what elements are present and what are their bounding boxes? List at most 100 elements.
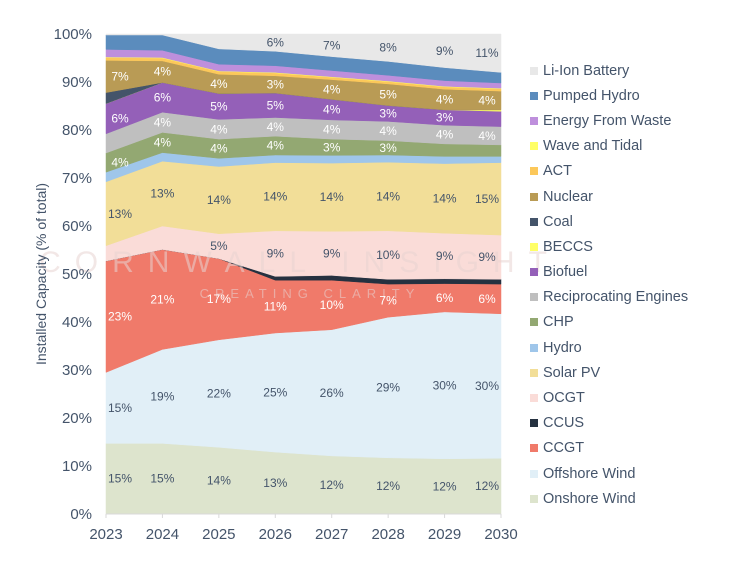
legend-item-li-ion-battery: Li-Ion Battery <box>530 58 688 83</box>
legend-swatch <box>530 368 538 377</box>
legend-item-chp: CHP <box>530 310 688 335</box>
legend-label: Wave and Tidal <box>543 138 643 155</box>
data-label-ccgt-2029: 6% <box>436 291 454 305</box>
data-label-nuclear-2029: 4% <box>436 93 454 107</box>
legend-swatch <box>530 192 538 201</box>
legend-label: Onshore Wind <box>543 490 636 507</box>
legend-swatch <box>530 394 538 403</box>
data-label-reciprocating-engines-2028: 4% <box>379 124 397 138</box>
data-label-ccgt-2023: 23% <box>108 310 132 324</box>
data-label-nuclear-2030: 4% <box>478 94 496 108</box>
legend-label: Hydro <box>543 339 582 356</box>
data-label-ocgt-2027: 9% <box>323 246 341 260</box>
legend-label: BECCS <box>543 238 593 255</box>
legend-item-wave-and-tidal: Wave and Tidal <box>530 134 688 159</box>
legend-label: Offshore Wind <box>543 465 636 482</box>
legend-item-coal: Coal <box>530 209 688 234</box>
data-label-onshore-wind-2028: 12% <box>376 479 400 493</box>
y-tick-label: 20% <box>62 410 92 427</box>
data-label-reciprocating-engines-2026: 4% <box>267 120 285 134</box>
watermark-subtitle: CREATING CLARITY <box>200 286 421 301</box>
data-label-ocgt-2028: 10% <box>376 248 400 262</box>
data-label-nuclear-2023: 7% <box>111 70 129 84</box>
legend-label: Solar PV <box>543 364 601 381</box>
data-label-li-ion-battery-2029: 9% <box>436 44 454 58</box>
data-label-ccgt-2026: 11% <box>264 300 287 314</box>
legend-label: Li-Ion Battery <box>543 62 630 79</box>
x-tick-label: 2027 <box>315 526 348 543</box>
legend-item-energy-from-waste: Energy From Waste <box>530 108 688 133</box>
data-label-reciprocating-engines-2024: 4% <box>154 115 172 129</box>
area-layers <box>105 33 502 515</box>
legend-label: ACT <box>543 163 572 180</box>
y-tick-label: 70% <box>62 170 92 187</box>
legend-item-nuclear: Nuclear <box>530 184 688 209</box>
legend-item-offshore-wind: Offshore Wind <box>530 461 688 486</box>
legend-swatch <box>530 116 538 125</box>
legend-label: Coal <box>543 213 573 230</box>
legend: Li-Ion Battery Pumped Hydro Energy From Wa… <box>530 58 688 511</box>
y-tick-label: 0% <box>70 506 92 523</box>
legend-swatch <box>530 343 538 352</box>
legend-swatch <box>530 91 538 100</box>
x-tick-label: 2025 <box>202 526 235 543</box>
data-label-onshore-wind-2023: 15% <box>108 472 132 486</box>
data-label-solar-pv-2023: 13% <box>108 207 132 221</box>
legend-swatch <box>530 167 538 176</box>
y-tick-label: 80% <box>62 122 92 139</box>
legend-item-ccgt: CCGT <box>530 436 688 461</box>
y-tick-label: 40% <box>62 314 92 331</box>
y-tick-label: 90% <box>62 74 92 91</box>
x-tick-label: 2024 <box>146 526 179 543</box>
data-label-ccgt-2030: 6% <box>478 292 496 306</box>
legend-item-beccs: BECCS <box>530 234 688 259</box>
data-label-nuclear-2027: 4% <box>323 82 341 96</box>
y-axis-label: Installed Capacity (% of total) <box>33 183 49 365</box>
data-label-onshore-wind-2030: 12% <box>475 479 499 493</box>
data-labels: 15% 15% 14% 13% 12% 12% 12% 12% 15% 19% 22% 25% 26% 2… <box>108 36 499 494</box>
legend-item-pumped-hydro: Pumped Hydro <box>530 83 688 108</box>
legend-swatch <box>530 66 538 75</box>
legend-swatch <box>530 142 538 151</box>
data-label-reciprocating-engines-2029: 4% <box>436 128 454 142</box>
legend-label: Biofuel <box>543 264 588 281</box>
data-label-li-ion-battery-2028: 8% <box>379 41 397 55</box>
data-label-ccgt-2024: 21% <box>150 292 174 306</box>
legend-item-ocgt: OCGT <box>530 385 688 410</box>
data-label-reciprocating-engines-2027: 4% <box>323 123 341 137</box>
data-label-chp-2025: 4% <box>210 142 228 156</box>
legend-item-act: ACT <box>530 159 688 184</box>
data-label-biofuel-2026: 5% <box>267 98 285 112</box>
x-tick-label: 2030 <box>484 526 517 543</box>
legend-label: OCGT <box>543 390 585 407</box>
legend-swatch <box>530 469 538 478</box>
data-label-nuclear-2028: 5% <box>379 88 397 102</box>
legend-swatch <box>530 293 538 302</box>
data-label-onshore-wind-2024: 15% <box>150 472 174 486</box>
legend-label: Energy From Waste <box>543 112 672 129</box>
legend-swatch <box>530 242 538 251</box>
x-tick-label: 2029 <box>428 526 461 543</box>
data-label-ocgt-2030: 9% <box>478 250 496 264</box>
data-label-offshore-wind-2030: 30% <box>475 379 499 393</box>
data-label-ccgt-2027: 10% <box>320 298 344 312</box>
data-label-solar-pv-2029: 14% <box>433 191 457 205</box>
data-label-chp-2028: 3% <box>379 141 397 155</box>
legend-swatch <box>530 444 538 453</box>
x-tick-label: 2028 <box>371 526 404 543</box>
data-label-ccgt-2025: 17% <box>207 292 231 306</box>
y-tick-label: 100% <box>54 26 92 43</box>
data-label-chp-2027: 3% <box>323 140 341 154</box>
data-label-chp-2024: 4% <box>154 136 172 150</box>
legend-item-hydro: Hydro <box>530 335 688 360</box>
data-label-solar-pv-2030: 15% <box>475 192 499 206</box>
watermark-title: CORNWALL INSIGHT <box>39 246 561 279</box>
data-label-offshore-wind-2028: 29% <box>376 381 400 395</box>
data-label-li-ion-battery-2027: 7% <box>323 38 341 52</box>
legend-swatch <box>530 268 538 277</box>
data-label-onshore-wind-2029: 12% <box>433 479 457 493</box>
watermark: CORNWALL INSIGHT CREATING CLARITY <box>39 246 561 301</box>
legend-item-ccus: CCUS <box>530 411 688 436</box>
x-tick-label: 2023 <box>89 526 122 543</box>
